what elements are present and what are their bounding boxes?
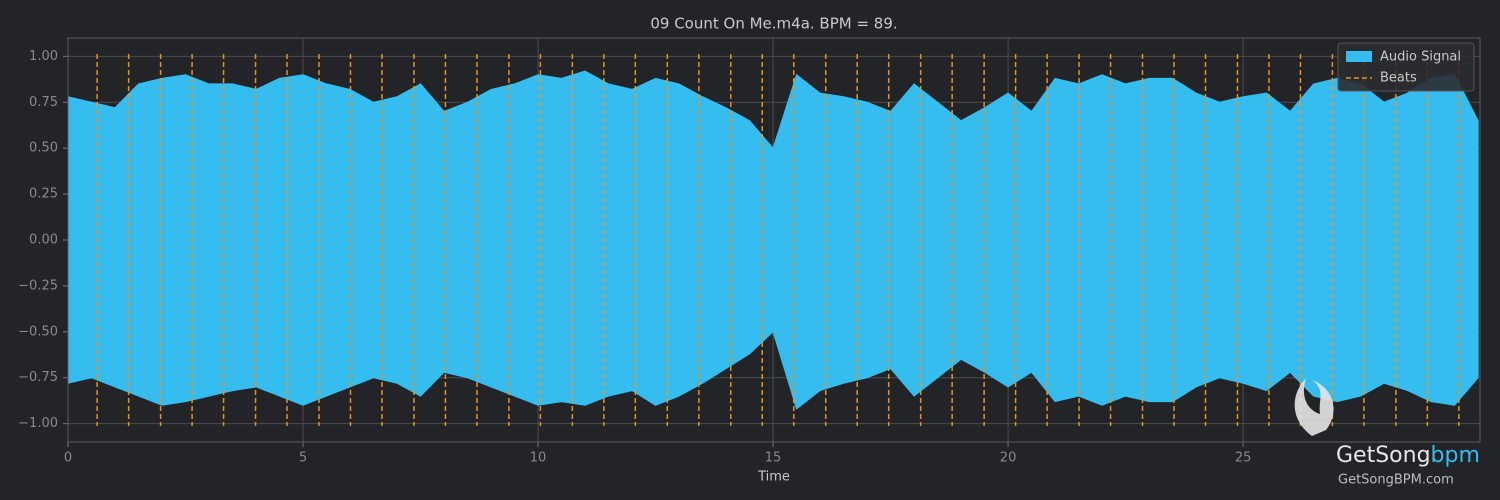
watermark-brand-part: GetSong [1336,443,1431,468]
y-tick-label: −0.25 [18,278,58,293]
y-tick-label: 0.75 [29,95,58,110]
legend-label: Beats [1380,71,1417,86]
x-tick-label: 20 [1000,451,1017,466]
x-tick-label: 0 [64,451,72,466]
audio-signal-lower [67,239,1479,410]
watermark-url: GetSongBPM.com [1338,473,1454,488]
y-tick-label: 0.50 [29,141,58,156]
y-tick-label: 0.00 [29,233,58,248]
x-axis-label: Time [757,470,790,485]
x-tick-label: 25 [1235,451,1252,466]
y-tick-label: −1.00 [18,416,58,431]
y-tick-label: −0.50 [18,324,58,339]
plot-frame [67,37,1481,443]
audio-signal-upper [67,70,1479,241]
watermark-brand-accent: bpm [1431,443,1480,468]
y-tick-label: 0.25 [29,187,58,202]
watermark-logo [1294,378,1334,436]
x-tick-label: 10 [530,451,547,466]
chart-title: 09 Count On Me.m4a. BPM = 89. [650,15,897,33]
y-tick-label: 1.00 [29,49,58,64]
x-tick-label: 5 [299,451,307,466]
legend-swatch [1346,51,1372,62]
watermark-brand: GetSongbpm [1336,443,1480,468]
legend-label: Audio Signal [1380,50,1461,65]
y-tick-label: −0.75 [18,370,58,385]
x-tick-label: 15 [765,451,782,466]
